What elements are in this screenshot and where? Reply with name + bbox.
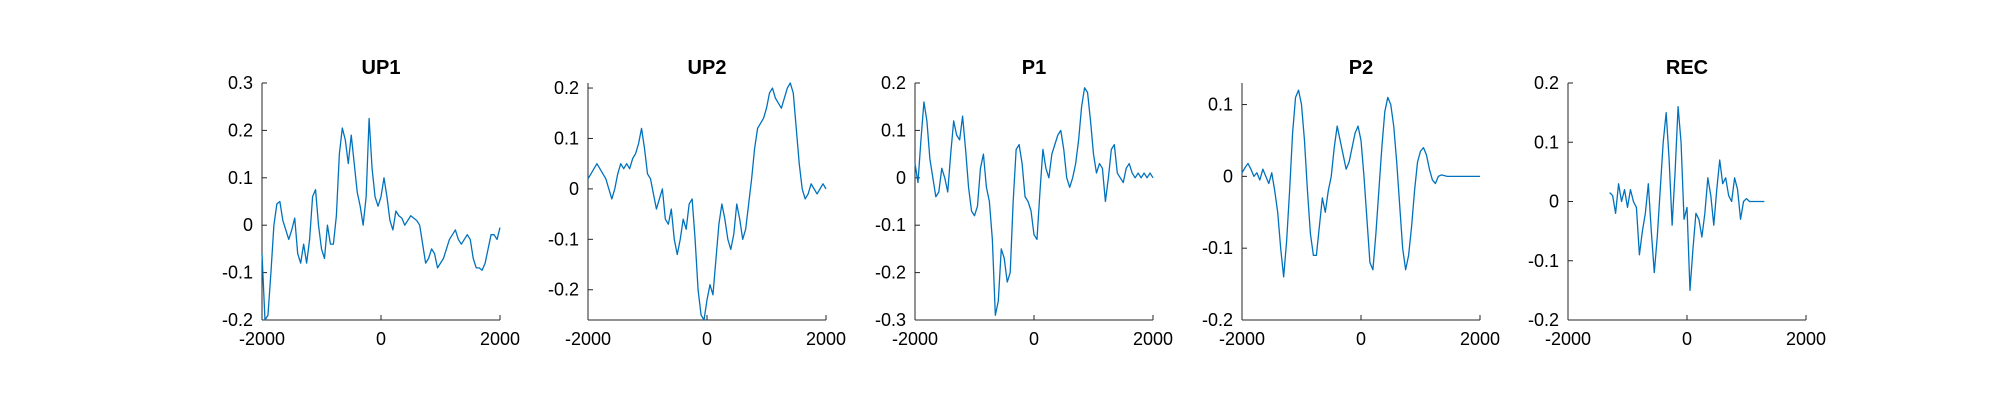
y-tick-label: 0.1 bbox=[881, 120, 906, 140]
x-tick-label: 2000 bbox=[1133, 329, 1173, 349]
y-tick-label: -0.3 bbox=[875, 310, 906, 330]
chart-panel-p2: P2 -0.2 -0.1 0 0.1 -2000 0 2000 bbox=[1202, 57, 1500, 349]
x-tick-label: 2000 bbox=[1460, 329, 1500, 349]
y-tick-label: -0.1 bbox=[222, 263, 253, 283]
series-line bbox=[261, 117, 501, 321]
y-tick-label: -0.1 bbox=[1528, 251, 1559, 271]
x-tick-label: -2000 bbox=[1545, 329, 1591, 349]
x-tick-label: -2000 bbox=[1219, 329, 1265, 349]
y-tick-label: -0.2 bbox=[875, 263, 906, 283]
y-tick-label: -0.2 bbox=[548, 280, 579, 300]
y-tick-label: 0 bbox=[243, 215, 253, 235]
series-line bbox=[1609, 106, 1765, 292]
chart-panel-rec: REC -0.2 -0.1 0 0.1 0.2 -2000 0 2000 bbox=[1528, 57, 1826, 349]
y-tick-label: -0.1 bbox=[548, 229, 579, 249]
series-line bbox=[587, 82, 827, 321]
chart-title: UP2 bbox=[688, 57, 727, 79]
y-tick-label: 0.1 bbox=[1534, 132, 1559, 152]
x-tick-label: 0 bbox=[1682, 329, 1692, 349]
x-tick-label: 2000 bbox=[806, 329, 846, 349]
chart-title: UP1 bbox=[362, 57, 401, 79]
chart-title: REC bbox=[1666, 57, 1708, 79]
x-tick-label: 0 bbox=[1356, 329, 1366, 349]
chart-title: P1 bbox=[1022, 57, 1046, 79]
y-tick-label: 0.3 bbox=[228, 73, 253, 93]
y-tick-label: -0.2 bbox=[222, 310, 253, 330]
x-tick-label: -2000 bbox=[892, 329, 938, 349]
series-line bbox=[1241, 89, 1480, 278]
y-tick-label: -0.1 bbox=[875, 215, 906, 235]
chart-title: P2 bbox=[1349, 57, 1373, 79]
x-tick-label: -2000 bbox=[239, 329, 285, 349]
x-tick-label: 0 bbox=[1029, 329, 1039, 349]
y-tick-label: 0.1 bbox=[228, 168, 253, 188]
x-tick-label: -2000 bbox=[565, 329, 611, 349]
y-tick-label: 0 bbox=[1549, 192, 1559, 212]
y-tick-label: -0.2 bbox=[1202, 310, 1233, 330]
y-tick-label: 0.2 bbox=[228, 120, 253, 140]
series-line bbox=[914, 87, 1154, 316]
y-tick-label: 0 bbox=[1223, 166, 1233, 186]
chart-panel-up2: UP2 -0.2 -0.1 0 0.1 0.2 -2000 0 2000 bbox=[548, 57, 846, 349]
y-tick-label: 0 bbox=[569, 179, 579, 199]
y-tick-label: 0.1 bbox=[554, 128, 579, 148]
x-tick-label: 2000 bbox=[480, 329, 520, 349]
chart-panels: UP1 -0.2 -0.1 0 0.1 0.2 0.3 -2000 0 2000 UP2 -0.2 -0… bbox=[222, 57, 1826, 349]
chart-panel-up1: UP1 -0.2 -0.1 0 0.1 0.2 0.3 -2000 0 2000 bbox=[222, 57, 520, 349]
y-tick-label: 0.2 bbox=[1534, 73, 1559, 93]
y-tick-label: -0.1 bbox=[1202, 238, 1233, 258]
x-tick-label: 2000 bbox=[1786, 329, 1826, 349]
x-tick-label: 0 bbox=[702, 329, 712, 349]
y-tick-label: 0.1 bbox=[1208, 95, 1233, 115]
y-tick-label: 0.2 bbox=[554, 78, 579, 98]
y-tick-label: 0.2 bbox=[881, 73, 906, 93]
chart-panel-p1: P1 -0.3 -0.2 -0.1 0 0.1 0.2 -2000 0 2000 bbox=[875, 57, 1173, 349]
y-tick-label: -0.2 bbox=[1528, 310, 1559, 330]
x-tick-label: 0 bbox=[376, 329, 386, 349]
y-tick-label: 0 bbox=[896, 168, 906, 188]
